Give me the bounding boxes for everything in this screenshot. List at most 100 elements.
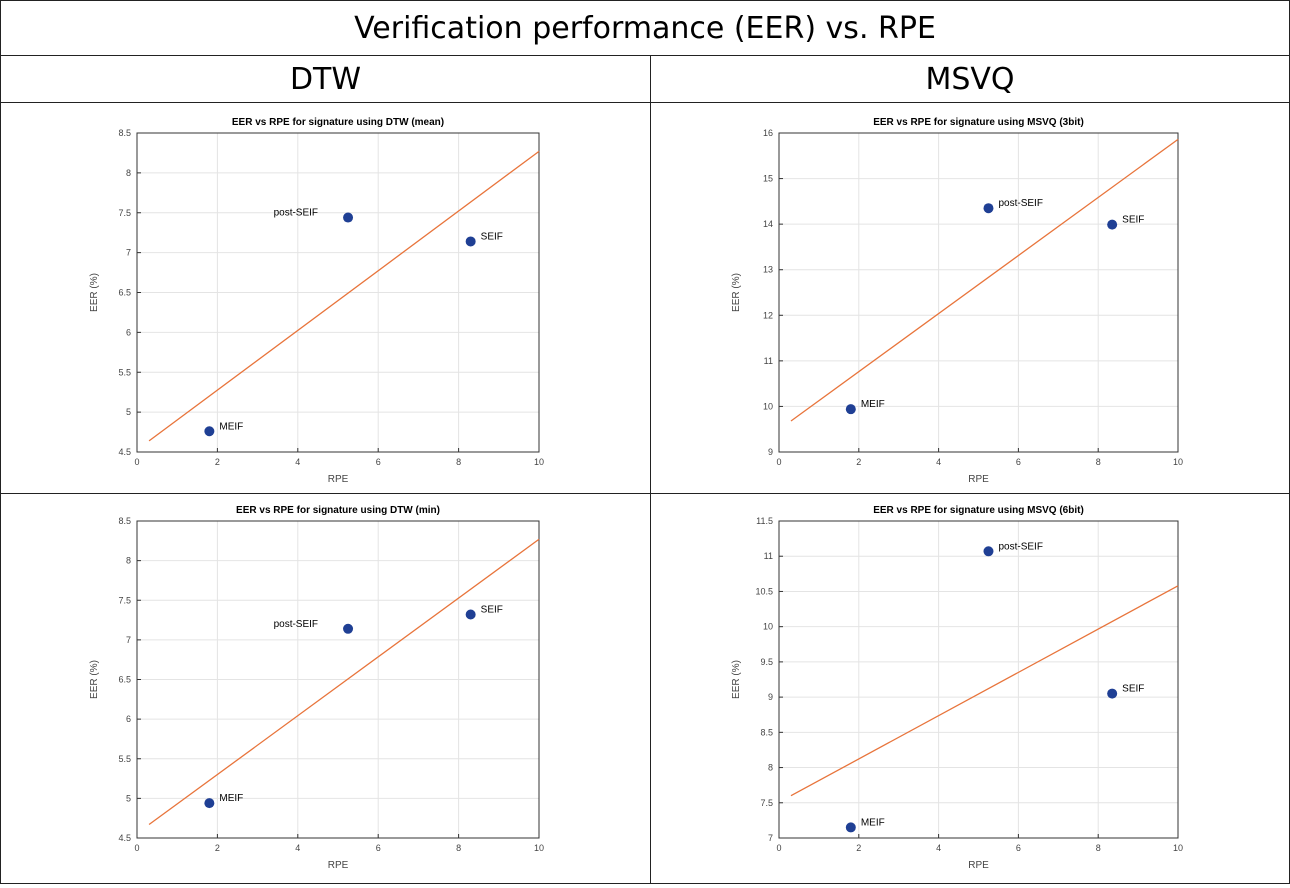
- fit-line: [148, 538, 540, 826]
- data-point-meif: [845, 404, 856, 415]
- data-point-post-seif: [343, 212, 354, 223]
- x-tick-label: 10: [1173, 457, 1183, 467]
- y-tick-label: 7.5: [118, 208, 131, 218]
- point-label: MEIF: [219, 793, 243, 804]
- x-tick-label: 8: [1096, 843, 1101, 853]
- chart-title: EER vs RPE for signature using DTW (min): [236, 505, 440, 516]
- data-point-seif: [465, 236, 476, 247]
- data-point-meif: [845, 822, 856, 833]
- x-tick-label: 6: [376, 843, 381, 853]
- point-label: post-SEIF: [998, 541, 1042, 552]
- x-tick-label: 10: [1173, 843, 1183, 853]
- y-axis-label: EER (%): [89, 273, 100, 312]
- column-header-msvq: MSVQ: [650, 55, 1290, 103]
- x-tick-label: 2: [215, 457, 220, 467]
- x-axis-label: RPE: [968, 474, 989, 485]
- x-tick-label: 0: [776, 457, 781, 467]
- x-axis-label: RPE: [968, 860, 989, 871]
- y-tick-label: 14: [763, 219, 773, 229]
- chart-dtw-min: EER vs RPE for signature using DTW (min)…: [89, 505, 544, 871]
- chart-cell-dtw-mean: EER vs RPE for signature using DTW (mean…: [0, 102, 651, 494]
- x-tick-label: 10: [534, 843, 544, 853]
- chart-msvq-6bit: EER vs RPE for signature using MSVQ (6bi…: [731, 505, 1183, 871]
- y-tick-label: 6: [126, 714, 131, 724]
- y-tick-label: 15: [763, 174, 773, 184]
- point-label: SEIF: [481, 231, 503, 242]
- y-tick-label: 7: [126, 248, 131, 258]
- y-tick-label: 8: [126, 168, 131, 178]
- y-axis-label: EER (%): [731, 660, 742, 699]
- x-tick-label: 8: [456, 843, 461, 853]
- data-point-meif: [204, 798, 215, 809]
- y-tick-label: 8.5: [760, 727, 773, 737]
- y-tick-label: 8.5: [118, 516, 131, 526]
- point-label: post-SEIF: [274, 619, 318, 630]
- x-tick-label: 6: [1016, 457, 1021, 467]
- y-tick-label: 8: [126, 556, 131, 566]
- point-label: SEIF: [1122, 215, 1144, 226]
- point-label: SEIF: [481, 605, 503, 616]
- y-tick-label: 5: [126, 793, 131, 803]
- y-tick-label: 11.5: [756, 516, 773, 526]
- chart-title: EER vs RPE for signature using MSVQ (6bi…: [873, 505, 1084, 516]
- y-tick-label: 7: [768, 833, 773, 843]
- y-tick-label: 9: [768, 447, 773, 457]
- column-header-dtw: DTW: [0, 55, 651, 103]
- plot-frame: [778, 132, 1179, 453]
- chart-dtw-mean: EER vs RPE for signature using DTW (mean…: [89, 117, 544, 485]
- y-tick-label: 4.5: [118, 447, 131, 457]
- page-title: Verification performance (EER) vs. RPE: [0, 0, 1290, 56]
- fit-line: [148, 150, 540, 442]
- data-point-post-seif: [983, 203, 994, 214]
- data-point-post-seif: [343, 623, 354, 634]
- x-tick-label: 4: [936, 457, 941, 467]
- y-tick-label: 10.5: [755, 586, 773, 596]
- y-tick-label: 7.5: [118, 595, 131, 605]
- y-tick-label: 9.5: [760, 657, 773, 667]
- point-label: MEIF: [861, 817, 885, 828]
- chart-cell-msvq-6bit: EER vs RPE for signature using MSVQ (6bi…: [650, 493, 1290, 884]
- x-tick-label: 2: [856, 457, 861, 467]
- x-tick-label: 0: [776, 843, 781, 853]
- x-tick-label: 2: [215, 843, 220, 853]
- fit-line: [790, 138, 1179, 422]
- y-tick-label: 6.5: [118, 675, 131, 685]
- chart-title: EER vs RPE for signature using DTW (mean…: [232, 117, 444, 128]
- y-tick-label: 5: [126, 407, 131, 417]
- x-tick-label: 2: [856, 843, 861, 853]
- chart-cell-dtw-min: EER vs RPE for signature using DTW (min)…: [0, 493, 651, 884]
- x-tick-label: 8: [1096, 457, 1101, 467]
- point-label: MEIF: [861, 399, 885, 410]
- chart-title: EER vs RPE for signature using MSVQ (3bi…: [873, 117, 1084, 128]
- y-tick-label: 8.5: [118, 128, 131, 138]
- y-tick-label: 7.5: [760, 798, 773, 808]
- point-label: SEIF: [1122, 684, 1144, 695]
- point-label: post-SEIF: [274, 208, 318, 219]
- x-tick-label: 0: [134, 843, 139, 853]
- x-axis-label: RPE: [328, 474, 349, 485]
- chart-msvq-3bit: EER vs RPE for signature using MSVQ (3bi…: [731, 117, 1183, 485]
- data-point-meif: [204, 426, 215, 437]
- x-tick-label: 6: [376, 457, 381, 467]
- x-axis-label: RPE: [328, 860, 349, 871]
- y-tick-label: 9: [768, 692, 773, 702]
- data-point-seif: [1107, 219, 1118, 230]
- chart-cell-msvq-3bit: EER vs RPE for signature using MSVQ (3bi…: [650, 102, 1290, 494]
- plot-frame: [778, 520, 1179, 839]
- y-tick-label: 6.5: [118, 288, 131, 298]
- y-axis-label: EER (%): [89, 660, 100, 699]
- x-tick-label: 4: [936, 843, 941, 853]
- x-tick-label: 6: [1016, 843, 1021, 853]
- point-label: MEIF: [219, 421, 243, 432]
- data-point-seif: [1107, 688, 1118, 699]
- y-tick-label: 10: [763, 401, 773, 411]
- y-tick-label: 7: [126, 635, 131, 645]
- y-tick-label: 13: [763, 265, 773, 275]
- data-point-post-seif: [983, 546, 994, 557]
- y-tick-label: 5.5: [118, 367, 131, 377]
- y-tick-label: 4.5: [118, 833, 131, 843]
- x-tick-label: 4: [295, 843, 300, 853]
- y-tick-label: 8: [768, 763, 773, 773]
- y-tick-label: 10: [763, 622, 773, 632]
